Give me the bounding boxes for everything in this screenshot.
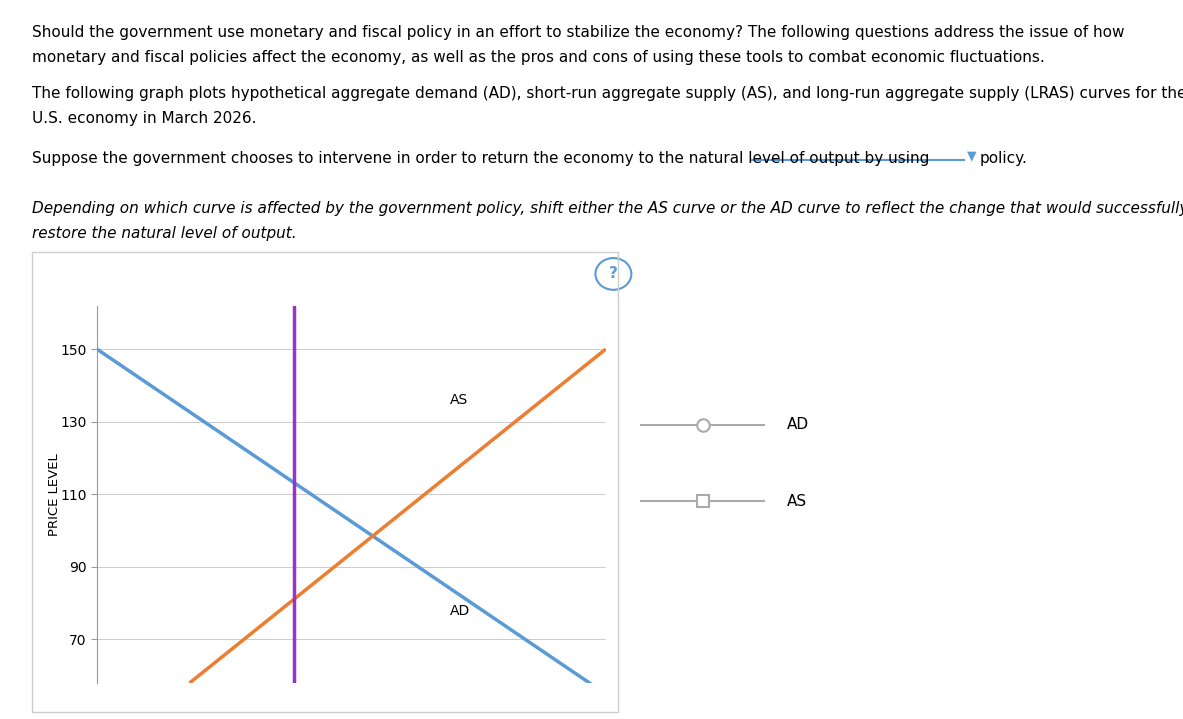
- Text: Depending on which curve is affected by the government policy, shift either the : Depending on which curve is affected by …: [32, 201, 1183, 216]
- Text: AS: AS: [450, 393, 467, 407]
- Text: ?: ?: [609, 267, 618, 281]
- Text: ▼: ▼: [967, 150, 976, 162]
- Text: Suppose the government chooses to intervene in order to return the economy to th: Suppose the government chooses to interv…: [32, 151, 930, 166]
- Text: AD: AD: [787, 417, 809, 432]
- Text: U.S. economy in March 2026.: U.S. economy in March 2026.: [32, 111, 257, 127]
- Y-axis label: PRICE LEVEL: PRICE LEVEL: [49, 453, 62, 536]
- Text: AD: AD: [450, 604, 470, 618]
- Text: Should the government use monetary and fiscal policy in an effort to stabilize t: Should the government use monetary and f…: [32, 25, 1124, 40]
- Text: AS: AS: [787, 494, 808, 509]
- Text: policy.: policy.: [980, 151, 1027, 166]
- Text: restore the natural level of output.: restore the natural level of output.: [32, 226, 297, 242]
- Text: monetary and fiscal policies affect the economy, as well as the pros and cons of: monetary and fiscal policies affect the …: [32, 50, 1045, 65]
- Text: The following graph plots hypothetical aggregate demand (AD), short-run aggregat: The following graph plots hypothetical a…: [32, 86, 1183, 101]
